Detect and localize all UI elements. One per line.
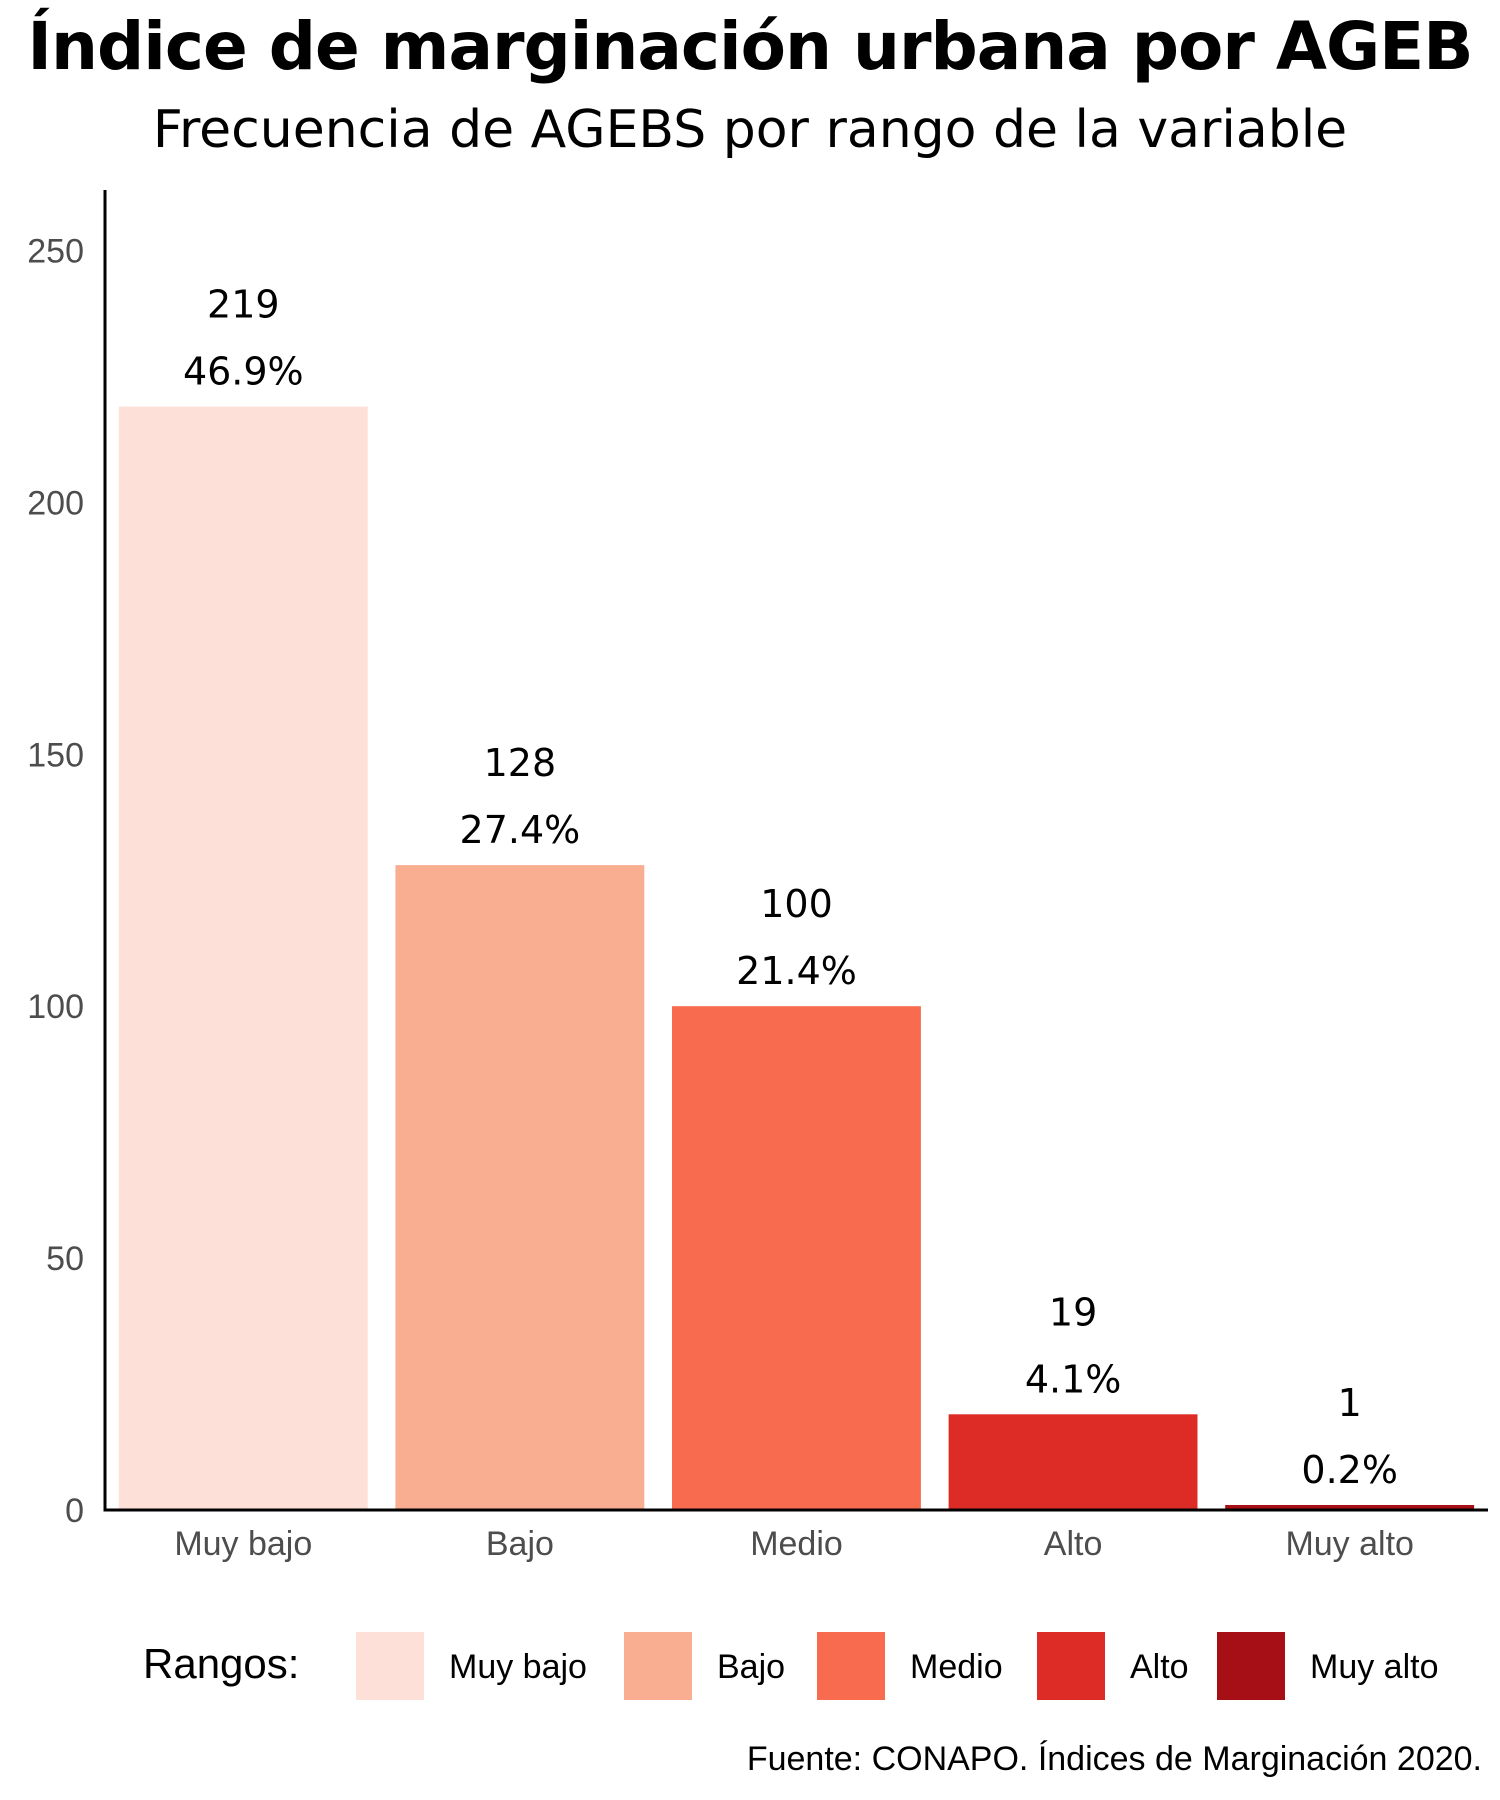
y-tick-label-200: 200 [27,484,84,522]
legend-swatch-muy-bajo [356,1632,424,1700]
bar-value-label-0: 219 [207,283,280,327]
x-tick-label-4: Muy alto [1285,1525,1414,1563]
legend-title: Rangos: [143,1640,300,1687]
bar-value-label-2: 100 [760,882,833,926]
y-tick-label-250: 250 [27,233,84,271]
legend-swatch-bajo [624,1632,692,1700]
chart-title: Índice de marginación urbana por AGEB [27,8,1473,85]
x-tick-label-1: Bajo [486,1525,554,1563]
legend-label-medio: Medio [910,1648,1003,1686]
bar-percent-label-4: 0.2% [1301,1448,1398,1492]
bar-4 [1225,1505,1475,1510]
y-tick-label-100: 100 [27,988,84,1026]
bar-percent-label-0: 46.9% [183,350,304,394]
legend-label-alto: Alto [1130,1648,1189,1686]
bar-value-label-1: 128 [484,741,557,785]
legend: Rangos: Muy bajo Bajo Medio Alto Muy alt… [0,1632,1500,1702]
bar-percent-label-2: 21.4% [736,949,857,993]
legend-swatch-muy-alto [1217,1632,1285,1700]
chart-subtitle: Frecuencia de AGEBS por rango de la vari… [152,100,1348,160]
bar-3 [948,1414,1198,1510]
bar-2 [672,1006,921,1510]
bar-value-label-3: 19 [1049,1290,1097,1334]
x-tick-label-3: Alto [1044,1525,1103,1563]
legend-label-muy-alto: Muy alto [1310,1648,1439,1686]
legend-swatch-alto [1037,1632,1105,1700]
bar-chart-plot: 219 46.9% Muy bajo 128 27.4% Bajo 100 21.4% Medi… [27,190,1488,1563]
source-caption: Fuente: CONAPO. Índices de Marginación 2… [746,1740,1482,1778]
legend-label-muy-bajo: Muy bajo [449,1648,587,1686]
bar-0 [118,406,368,1511]
x-tick-label-2: Medio [750,1525,843,1563]
legend-label-bajo: Bajo [717,1648,786,1686]
bar-percent-label-3: 4.1% [1025,1357,1122,1401]
bar-percent-label-1: 27.4% [460,808,581,852]
bar-value-label-4: 1 [1338,1381,1362,1425]
bar-1 [395,865,645,1510]
x-tick-label-0: Muy bajo [174,1525,312,1563]
legend-swatch-medio [817,1632,885,1700]
y-tick-label-0: 0 [65,1492,84,1530]
y-tick-label-50: 50 [46,1240,84,1278]
y-tick-label-150: 150 [27,736,84,774]
